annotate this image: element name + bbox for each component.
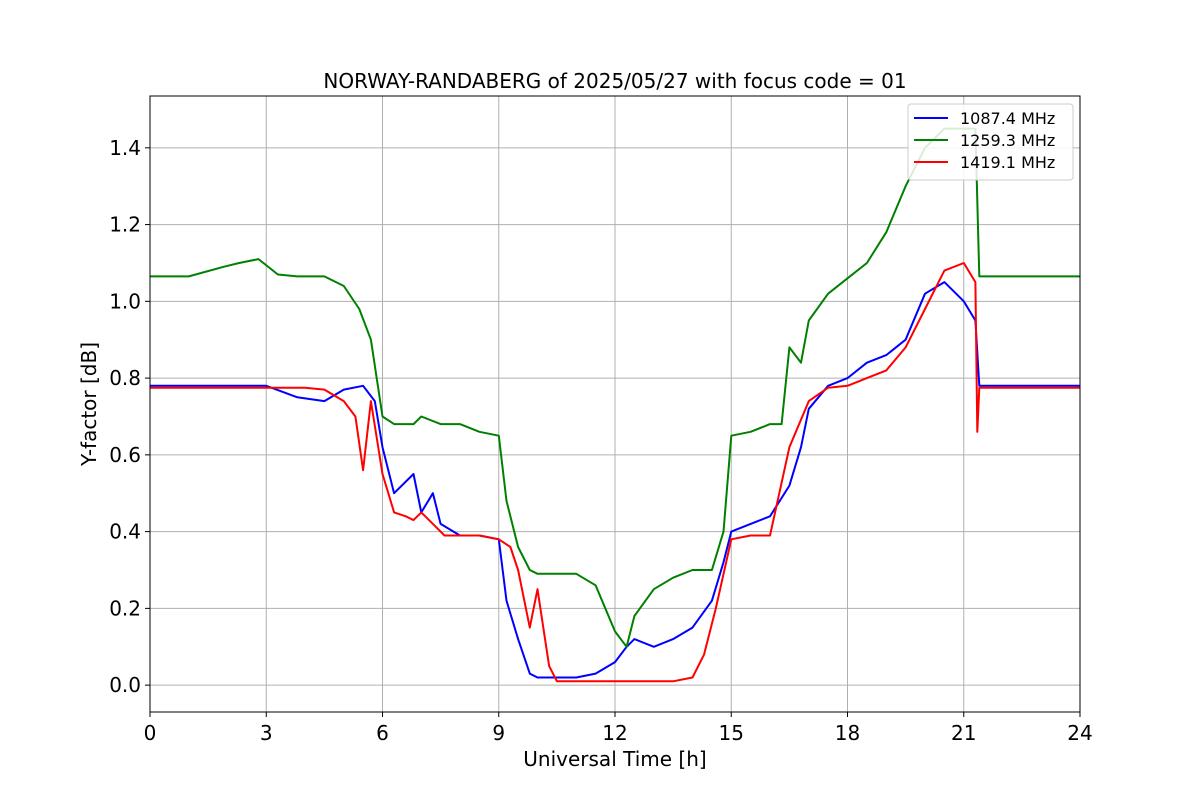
x-tick-label: 0 bbox=[144, 721, 157, 745]
legend: 1087.4 MHz 1259.3 MHz 1419.1 MHz bbox=[907, 103, 1074, 181]
series-group bbox=[150, 127, 1080, 683]
series-line-2 bbox=[150, 127, 1080, 648]
chart-title: NORWAY-RANDABERG of 2025/05/27 with focu… bbox=[323, 69, 906, 93]
y-tick-label: 0.0 bbox=[109, 673, 141, 697]
x-tick-label: 12 bbox=[602, 721, 627, 745]
x-tick-label: 21 bbox=[951, 721, 976, 745]
y-axis-label: Y-factor [dB] bbox=[77, 342, 101, 467]
series-line-1 bbox=[150, 281, 1080, 679]
x-tick-label: 9 bbox=[492, 721, 505, 745]
y-tick-label: 0.6 bbox=[109, 443, 141, 467]
y-tick-label: 1.2 bbox=[109, 213, 141, 237]
y-tick-label: 0.4 bbox=[109, 520, 141, 544]
series-line-3 bbox=[150, 262, 1080, 683]
y-tick-label: 0.8 bbox=[109, 366, 141, 390]
x-tick-label: 6 bbox=[376, 721, 389, 745]
x-tick-label: 3 bbox=[260, 721, 273, 745]
y-tick-label: 1.4 bbox=[109, 136, 141, 160]
plot-area bbox=[150, 127, 1080, 683]
legend-label-3: 1419.1 MHz bbox=[960, 153, 1055, 172]
x-axis-ticks: 0 3 6 9 12 15 18 21 24 bbox=[144, 712, 1093, 745]
legend-label-2: 1259.3 MHz bbox=[960, 131, 1055, 150]
x-tick-label: 24 bbox=[1067, 721, 1092, 745]
y-tick-label: 0.2 bbox=[109, 596, 141, 620]
x-tick-label: 15 bbox=[719, 721, 744, 745]
y-axis-ticks: 0.0 0.2 0.4 0.6 0.8 1.0 1.2 1.4 bbox=[109, 136, 150, 697]
legend-box bbox=[907, 103, 1074, 181]
y-tick-label: 1.0 bbox=[109, 289, 141, 313]
legend-label-1: 1087.4 MHz bbox=[960, 109, 1055, 128]
x-axis-label: Universal Time [h] bbox=[523, 747, 706, 771]
x-tick-label: 18 bbox=[835, 721, 860, 745]
